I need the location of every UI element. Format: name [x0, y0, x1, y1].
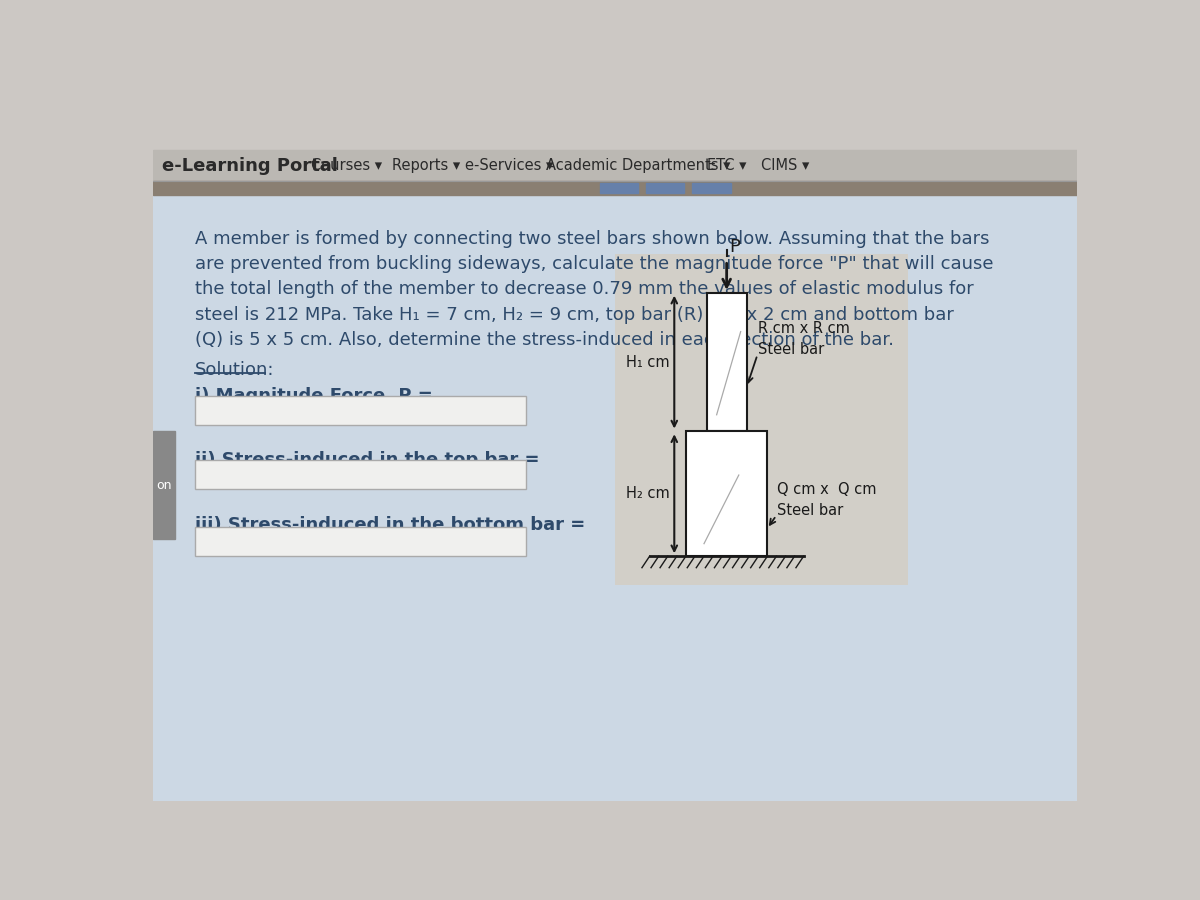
Text: on: on [156, 479, 172, 491]
Text: e-Learning Portal: e-Learning Portal [162, 157, 338, 175]
Text: R cm x R cm
Steel bar: R cm x R cm Steel bar [758, 321, 850, 357]
Text: Q cm x  Q cm
Steel bar: Q cm x Q cm Steel bar [778, 482, 876, 518]
Text: e-Services ▾: e-Services ▾ [464, 158, 553, 173]
Bar [196, 526, 527, 556]
Bar [154, 181, 1078, 195]
Text: Courses ▾: Courses ▾ [311, 158, 382, 173]
Text: i) Magnitude Force, P =: i) Magnitude Force, P = [196, 387, 433, 405]
Bar [692, 183, 731, 194]
Bar [196, 460, 527, 490]
Bar [646, 183, 684, 194]
Bar [707, 292, 746, 431]
Bar [154, 195, 1078, 801]
Bar [154, 431, 174, 539]
Text: are prevented from buckling sideways, calculate the magnitude force "P" that wil: are prevented from buckling sideways, ca… [196, 255, 994, 273]
Text: the total length of the member to decrease 0.79 mm the values of elastic modulus: the total length of the member to decrea… [196, 281, 974, 299]
Bar [154, 150, 1078, 181]
Bar [600, 183, 638, 194]
Text: (Q) is 5 x 5 cm. Also, determine the stress-induced in each section of the bar.: (Q) is 5 x 5 cm. Also, determine the str… [196, 331, 894, 349]
Text: steel is 212 MPa. Take H₁ = 7 cm, H₂ = 9 cm, top bar (R) is 2 x 2 cm and bottom : steel is 212 MPa. Take H₁ = 7 cm, H₂ = 9… [196, 306, 954, 324]
Text: Reports ▾: Reports ▾ [391, 158, 460, 173]
Text: P: P [728, 238, 740, 256]
Bar [154, 108, 1078, 150]
Bar [196, 396, 527, 425]
Text: ETC ▾: ETC ▾ [708, 158, 746, 173]
Text: H₂ cm: H₂ cm [626, 486, 670, 501]
Bar [686, 431, 767, 556]
Text: CIMS ▾: CIMS ▾ [761, 158, 810, 173]
Text: A member is formed by connecting two steel bars shown below. Assuming that the b: A member is formed by connecting two ste… [196, 230, 990, 248]
Text: ii) Stress-induced in the top bar =: ii) Stress-induced in the top bar = [196, 451, 540, 469]
Bar [616, 255, 907, 585]
Text: Solution:: Solution: [196, 361, 275, 379]
Text: iii) Stress-induced in the bottom bar =: iii) Stress-induced in the bottom bar = [196, 516, 586, 534]
Text: H₁ cm: H₁ cm [626, 355, 670, 370]
Text: Academic Departments ▾: Academic Departments ▾ [546, 158, 730, 173]
